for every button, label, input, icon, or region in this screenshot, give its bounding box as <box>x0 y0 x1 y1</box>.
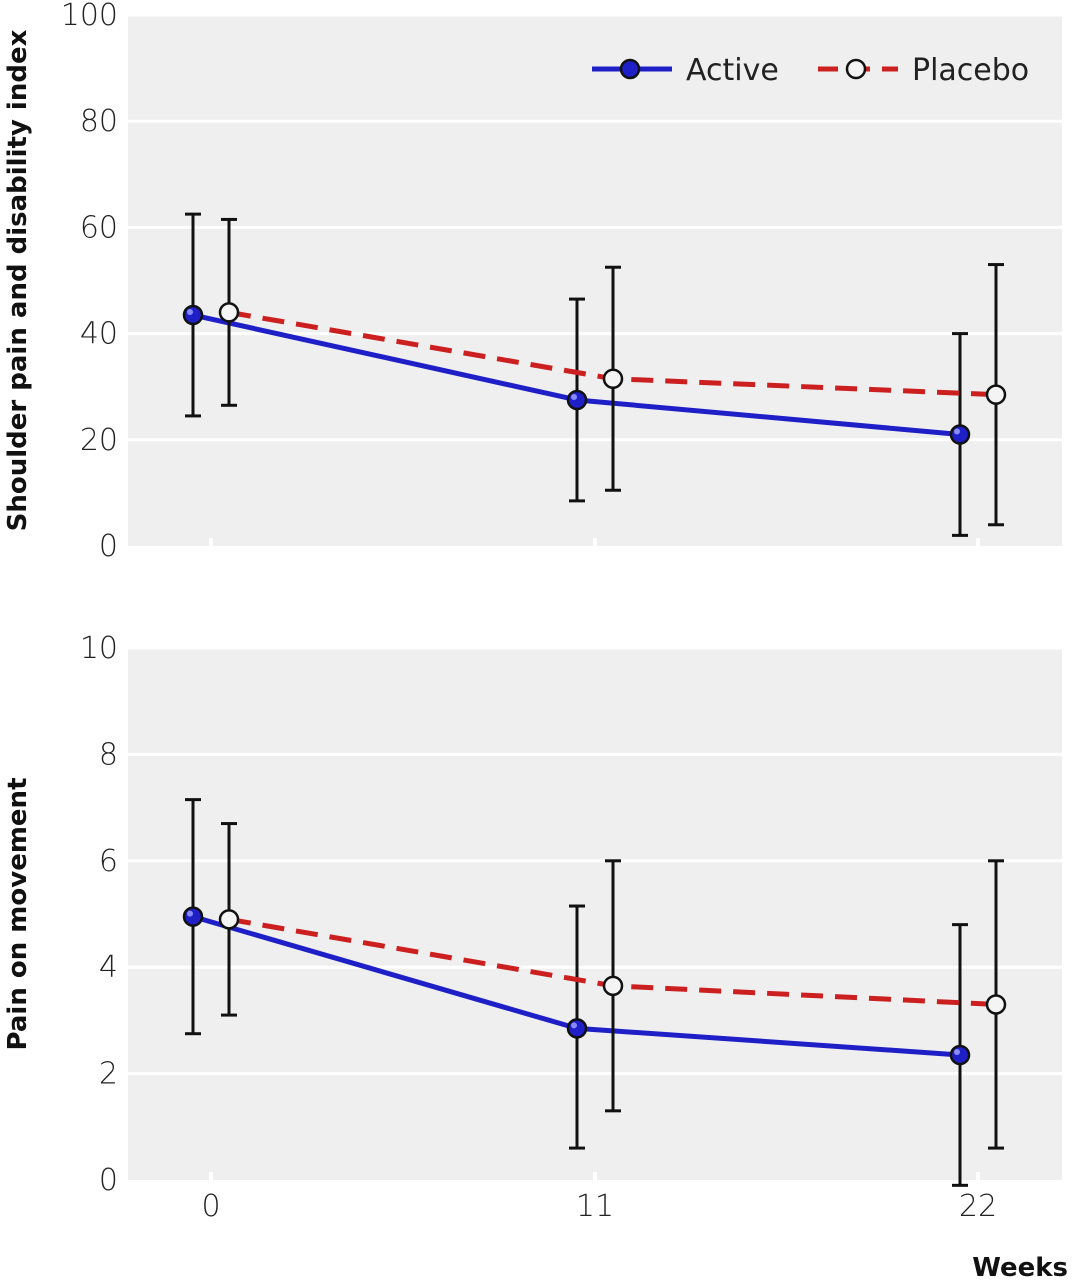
legend-label-placebo: Placebo <box>912 53 1029 88</box>
legend-marker-placebo <box>845 58 867 80</box>
data-point-highlight-top-1 <box>571 393 577 400</box>
plot-area-bottom <box>128 648 1062 1180</box>
y-tick-label-bottom-1: 2 <box>99 1057 118 1092</box>
x-tick-label-0: 0 <box>201 1189 220 1224</box>
data-point-placebo-top-2 <box>985 384 1007 405</box>
data-point-highlight-top-0 <box>187 309 193 316</box>
y-tick-label-top-2: 40 <box>80 317 118 352</box>
data-point-placebo-bottom-1 <box>602 975 624 997</box>
data-point-highlight-bottom-1 <box>571 1022 577 1029</box>
chart-panel-bottom: 0 2 4 6 8 10 0 11 22 Pain on movement <box>3 631 1062 1224</box>
y-tick-label-top-3: 60 <box>80 210 118 245</box>
y-tick-label-bottom-2: 4 <box>99 950 118 985</box>
data-point-highlight-bottom-2 <box>954 1048 960 1055</box>
y-axis-title-bottom: Pain on movement <box>3 778 33 1051</box>
data-point-placebo-bottom-2 <box>985 994 1007 1015</box>
chart-panel-top: 0 20 40 60 80 100 Shoulder pain and disability… <box>3 0 1062 564</box>
data-point-active-top-1 <box>566 389 588 411</box>
y-tick-label-bottom-0: 0 <box>99 1163 118 1198</box>
y-tick-label-top-5: 100 <box>61 0 118 33</box>
x-axis-title: Weeks <box>972 1253 1068 1280</box>
legend-marker-active <box>619 58 641 80</box>
y-tick-label-top-1: 20 <box>80 423 118 458</box>
legend: Active Placebo <box>592 53 1029 88</box>
y-tick-label-bottom-4: 8 <box>99 737 118 772</box>
data-point-placebo-top-1 <box>602 368 624 389</box>
x-tick-label-2: 22 <box>959 1189 997 1224</box>
y-tick-label-top-0: 0 <box>99 529 118 564</box>
data-point-placebo-bottom-0 <box>218 909 240 930</box>
data-point-highlight-top-2 <box>954 428 960 435</box>
data-point-active-bottom-0 <box>182 906 204 927</box>
y-axis-title-top: Shoulder pain and disability index <box>3 29 33 531</box>
y-tick-label-bottom-5: 10 <box>80 631 118 666</box>
data-point-highlight-bottom-0 <box>187 910 193 917</box>
x-tick-label-1: 11 <box>576 1189 614 1224</box>
legend-label-active: Active <box>686 53 779 88</box>
data-point-active-top-2 <box>949 424 971 445</box>
data-point-active-top-0 <box>182 304 204 326</box>
data-point-placebo-top-0 <box>218 302 240 323</box>
data-point-active-bottom-2 <box>949 1044 971 1066</box>
data-point-active-bottom-1 <box>566 1018 588 1039</box>
y-tick-label-bottom-3: 6 <box>99 844 118 879</box>
plot-area-top <box>128 15 1062 546</box>
y-tick-label-top-4: 80 <box>80 104 118 139</box>
